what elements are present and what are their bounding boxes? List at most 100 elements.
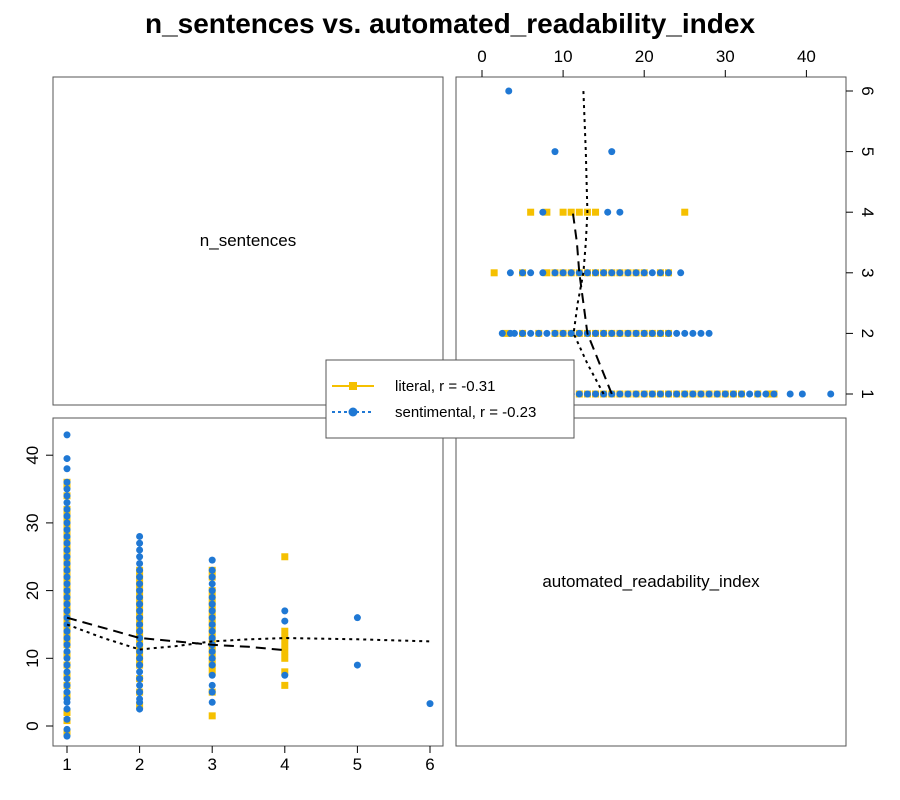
point-sentimental [681,390,689,398]
point-sentimental [63,607,71,615]
point-sentimental [608,269,616,277]
point-sentimental [136,695,144,703]
y-tick-label: 20 [23,581,42,600]
point-sentimental [136,705,144,713]
point-sentimental [63,492,71,500]
point-sentimental [63,654,71,662]
point-sentimental [63,695,71,703]
legend-sentimental-label: sentimental, r = -0.23 [395,404,536,421]
point-sentimental [665,329,673,337]
point-sentimental [63,478,71,486]
point-sentimental [63,560,71,568]
point-literal [502,329,510,337]
x-tick-label: 6 [425,755,434,774]
panel-top-right [455,76,847,406]
point-sentimental [616,269,624,277]
point-sentimental [673,390,681,398]
point-sentimental [136,566,144,574]
point-literal [527,208,535,216]
top-tick-label: 30 [716,47,735,66]
point-sentimental [539,208,547,216]
point-sentimental [559,269,567,277]
smooth-line-literal [66,616,285,652]
point-literal [281,681,289,689]
point-sentimental [527,329,535,337]
point-sentimental [592,269,600,277]
point-sentimental [677,269,685,277]
point-sentimental [63,732,71,740]
point-sentimental [208,688,216,696]
point-sentimental [136,580,144,588]
point-sentimental [519,329,527,337]
point-sentimental [426,700,434,708]
point-sentimental [63,593,71,601]
point-sentimental [656,329,664,337]
point-literal [281,627,289,635]
top-tick-label: 10 [554,47,573,66]
point-sentimental [592,390,600,398]
point-sentimental [770,390,778,398]
point-sentimental [729,390,737,398]
x-tick-label: 4 [280,755,289,774]
point-sentimental [208,566,216,574]
top-tick-label: 20 [635,47,654,66]
point-sentimental [208,671,216,679]
point-sentimental [63,539,71,547]
point-sentimental [616,329,624,337]
point-sentimental [63,519,71,527]
point-sentimental [705,329,713,337]
point-sentimental [592,329,600,337]
panel-ari-vs-sentences [63,431,434,740]
point-sentimental [506,269,514,277]
point-sentimental [551,329,559,337]
point-sentimental [648,329,656,337]
point-sentimental [136,532,144,540]
point-sentimental [656,269,664,277]
point-sentimental [665,390,673,398]
axes: 1 2 3 4 5 6 0 10 20 30 40 0 10 20 30 40 1 2 3 4 5 6 [23,47,877,774]
point-sentimental [63,627,71,635]
point-sentimental [208,607,216,615]
point-sentimental [63,580,71,588]
point-literal [681,208,689,216]
point-sentimental [656,390,664,398]
point-sentimental [632,390,640,398]
top-tick-label: 0 [477,47,486,66]
point-sentimental [543,329,551,337]
diagonal-label-n-sentences: n_sentences [200,231,296,250]
point-literal [543,269,551,277]
point-sentimental [281,617,289,625]
point-sentimental [136,560,144,568]
right-tick-label: 3 [858,268,877,277]
point-sentimental [63,499,71,507]
point-sentimental [136,668,144,676]
point-sentimental [63,465,71,473]
smooth-line-literal [571,212,613,395]
point-literal [559,208,567,216]
point-literal [567,208,575,216]
point-sentimental [136,600,144,608]
point-sentimental [63,668,71,676]
point-sentimental [63,512,71,520]
point-sentimental [608,329,616,337]
point-sentimental [136,641,144,649]
point-sentimental [136,675,144,683]
point-sentimental [208,681,216,689]
point-sentimental [136,587,144,595]
point-sentimental [136,614,144,622]
point-sentimental [136,661,144,669]
point-sentimental [208,593,216,601]
point-sentimental [208,661,216,669]
point-sentimental [681,329,689,337]
point-sentimental [63,634,71,642]
right-tick-label: 4 [858,207,877,216]
smooth-line-sentimental [66,623,431,651]
point-sentimental [136,654,144,662]
point-sentimental [786,390,794,398]
point-sentimental [281,671,289,679]
y-tick-label: 0 [23,721,42,730]
point-sentimental [136,681,144,689]
point-sentimental [63,485,71,493]
point-sentimental [583,269,591,277]
point-sentimental [63,546,71,554]
